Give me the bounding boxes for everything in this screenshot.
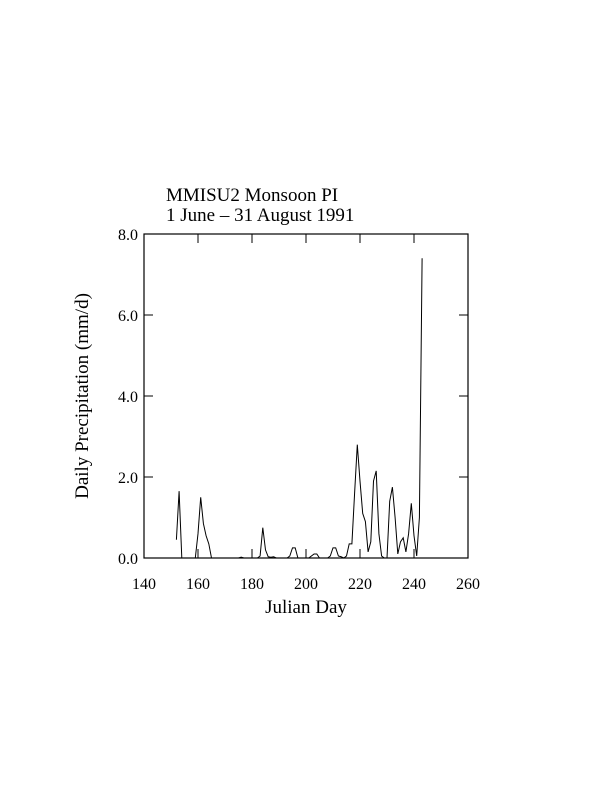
y-tick-label: 8.0 — [118, 227, 138, 244]
chart-subtitle: 1 June – 31 August 1991 — [166, 205, 354, 226]
x-tick-label: 180 — [240, 576, 264, 593]
x-tick-label: 220 — [348, 576, 372, 593]
x-tick-label: 260 — [456, 576, 480, 593]
x-tick-label: 140 — [132, 576, 156, 593]
y-axis-label: Daily Precipitation (mm/d) — [72, 293, 93, 499]
x-tick-label: 160 — [186, 576, 210, 593]
y-tick-label: 4.0 — [118, 389, 138, 406]
y-tick-label: 6.0 — [118, 308, 138, 325]
x-axis-label: Julian Day — [265, 597, 347, 618]
chart-title: MMISU2 Monsoon PI — [166, 185, 338, 206]
x-tick-label: 240 — [402, 576, 426, 593]
y-tick-label: 2.0 — [118, 470, 138, 487]
x-tick-label: 200 — [294, 576, 318, 593]
data-line — [175, 258, 423, 559]
y-tick-label: 0.0 — [118, 551, 138, 568]
